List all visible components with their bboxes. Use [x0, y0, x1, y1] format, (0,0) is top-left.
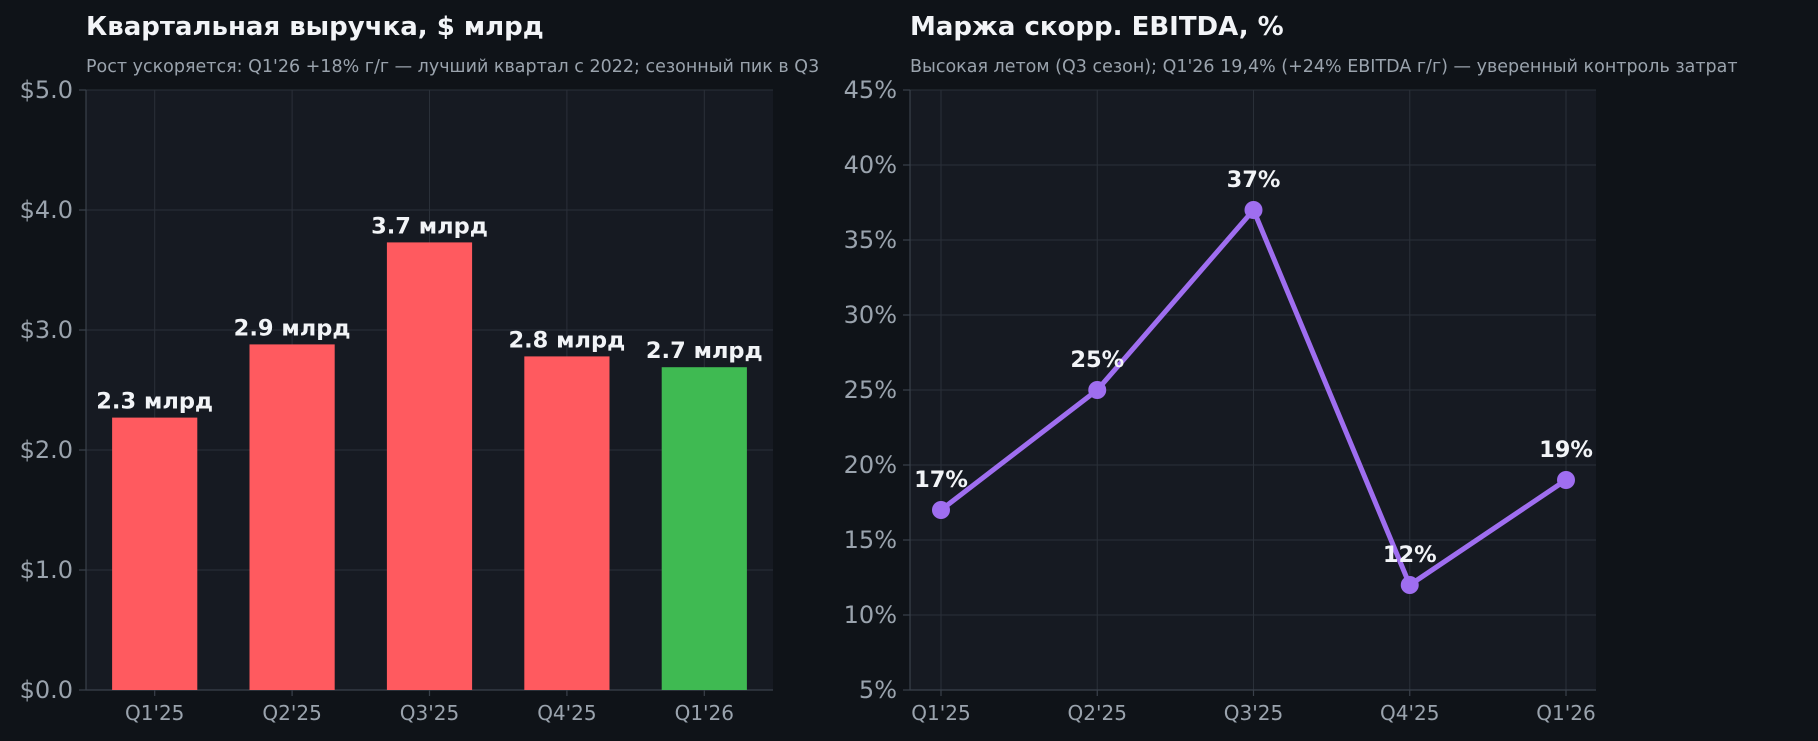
revenue-bar [661, 367, 747, 690]
margin-x-ticks: Q1'25 Q2'25 Q3'25 Q4'25 Q1'26 [911, 690, 1596, 725]
revenue-x-ticks: Q1'25 Q2'25 Q3'25 Q4'25 Q1'26 [125, 690, 734, 725]
margin-y-tick-label: 5% [859, 676, 897, 704]
margin-chart: Маржа скорр. EBITDA, % Высокая летом (Q3… [844, 12, 1738, 725]
margin-data-label: 37% [1227, 167, 1281, 193]
margin-x-tick-label: Q2'25 [1068, 701, 1127, 725]
revenue-x-tick-label: Q2'25 [262, 701, 321, 725]
margin-data-labels: 17% 25% 37% 12% 19% [914, 167, 1593, 568]
margin-y-tick-label: 35% [844, 226, 897, 254]
margin-y-tick-label: 25% [844, 376, 897, 404]
revenue-data-label: 2.7 млрд [646, 338, 763, 364]
margin-y-tick-label: 10% [844, 601, 897, 629]
revenue-bar [249, 344, 335, 690]
margin-x-tick-label: Q1'25 [911, 701, 970, 725]
revenue-x-tick-label: Q4'25 [537, 701, 596, 725]
margin-x-tick-label: Q4'25 [1380, 701, 1439, 725]
revenue-bars [112, 242, 747, 690]
revenue-data-label: 2.3 млрд [96, 389, 213, 415]
revenue-chart-subtitle: Рост ускоряется: Q1'26 +18% г/г — лучший… [86, 57, 819, 77]
margin-data-label: 12% [1383, 542, 1437, 568]
revenue-y-tick-label: $3.0 [20, 316, 73, 344]
margin-data-label: 25% [1070, 347, 1124, 373]
margin-point [1557, 471, 1575, 489]
margin-y-tick-label: 45% [844, 76, 897, 104]
revenue-data-label: 2.8 млрд [508, 327, 625, 353]
revenue-bar [386, 242, 473, 690]
margin-y-tick-label: 15% [844, 526, 897, 554]
revenue-data-labels: 2.3 млрд 2.9 млрд 3.7 млрд 2.8 млрд 2.7 млрд [96, 213, 762, 414]
margin-x-tick-label: Q1'26 [1536, 701, 1595, 725]
margin-x-tick-label: Q3'25 [1224, 701, 1283, 725]
revenue-y-tick-label: $2.0 [20, 436, 73, 464]
revenue-bar [112, 417, 198, 690]
revenue-x-tick-label: Q3'25 [400, 701, 459, 725]
margin-line-group [932, 201, 1575, 594]
margin-point [1400, 576, 1419, 594]
revenue-data-label: 3.7 млрд [371, 213, 488, 239]
revenue-bar [524, 356, 610, 690]
margin-point [932, 501, 950, 519]
revenue-chart: Квартальная выручка, $ млрд Рост ускоряе… [20, 12, 820, 725]
margin-y-tick-label: 30% [844, 301, 897, 329]
revenue-y-ticks: $0.0 $1.0 $2.0 $3.0 $4.0 $5.0 [20, 76, 86, 704]
margin-chart-title: Маржа скорр. EBITDA, % [910, 12, 1284, 42]
margin-point [1244, 201, 1263, 219]
revenue-x-tick-label: Q1'25 [125, 701, 184, 725]
revenue-y-tick-label: $5.0 [20, 76, 73, 104]
margin-data-label: 17% [914, 467, 968, 493]
revenue-y-tick-label: $0.0 [20, 676, 73, 704]
margin-y-tick-label: 20% [844, 451, 897, 479]
revenue-chart-title: Квартальная выручка, $ млрд [86, 12, 544, 42]
revenue-y-tick-label: $1.0 [20, 556, 73, 584]
margin-y-tick-label: 40% [844, 151, 897, 179]
margin-y-ticks: 5% 10% 15% 20% 25% 30% 35% 40% 45% [844, 76, 910, 704]
margin-chart-subtitle: Высокая летом (Q3 сезон); Q1'26 19,4% (+… [910, 57, 1738, 77]
revenue-y-tick-label: $4.0 [20, 196, 73, 224]
revenue-data-label: 2.9 млрд [234, 315, 351, 341]
margin-data-label: 19% [1539, 437, 1593, 463]
revenue-x-tick-label: Q1'26 [675, 701, 734, 725]
margin-point [1088, 381, 1107, 399]
